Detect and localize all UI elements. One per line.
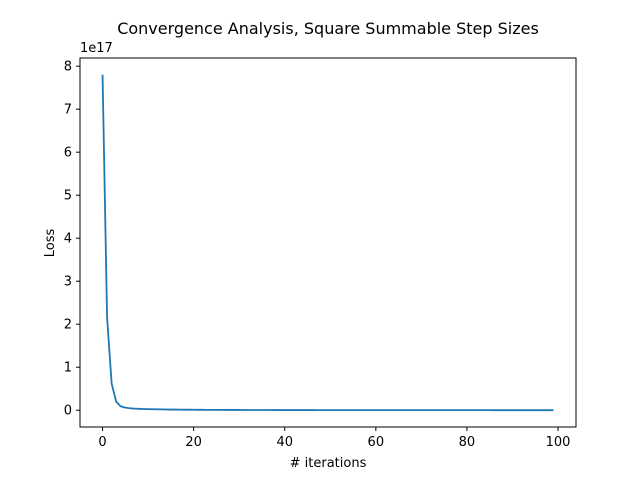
- x-tick-label: 40: [276, 435, 293, 450]
- y-axis-label: Loss: [43, 229, 58, 258]
- loss-series-line: [101, 74, 554, 412]
- x-tick-label: 80: [459, 435, 476, 450]
- x-tick-label: 20: [185, 435, 202, 450]
- y-tick-label: 6: [64, 146, 72, 161]
- y-tick-label: 3: [64, 275, 72, 290]
- x-axis-ticks: 0 20 40 60 80 100: [98, 427, 570, 450]
- y-axis-ticks: 0 1 2 3 4 5 6 7 8: [64, 60, 80, 419]
- x-tick-label: 0: [98, 435, 106, 450]
- y-tick-label: 1: [64, 361, 72, 376]
- y-tick-label: 5: [64, 189, 72, 204]
- y-tick-label: 2: [64, 318, 72, 333]
- plot-frame: [79, 57, 577, 428]
- plot-area: [80, 58, 576, 427]
- x-tick-label: 60: [368, 435, 385, 450]
- y-tick-label: 8: [64, 60, 72, 75]
- x-axis-label: # iterations: [290, 456, 367, 471]
- y-tick-label: 7: [64, 103, 72, 118]
- chart-title: Convergence Analysis, Square Summable St…: [117, 19, 539, 38]
- x-tick-label: 100: [546, 435, 571, 450]
- y-tick-label: 0: [64, 404, 72, 419]
- y-tick-label: 4: [64, 232, 72, 247]
- y-offset-label: 1e17: [80, 41, 113, 56]
